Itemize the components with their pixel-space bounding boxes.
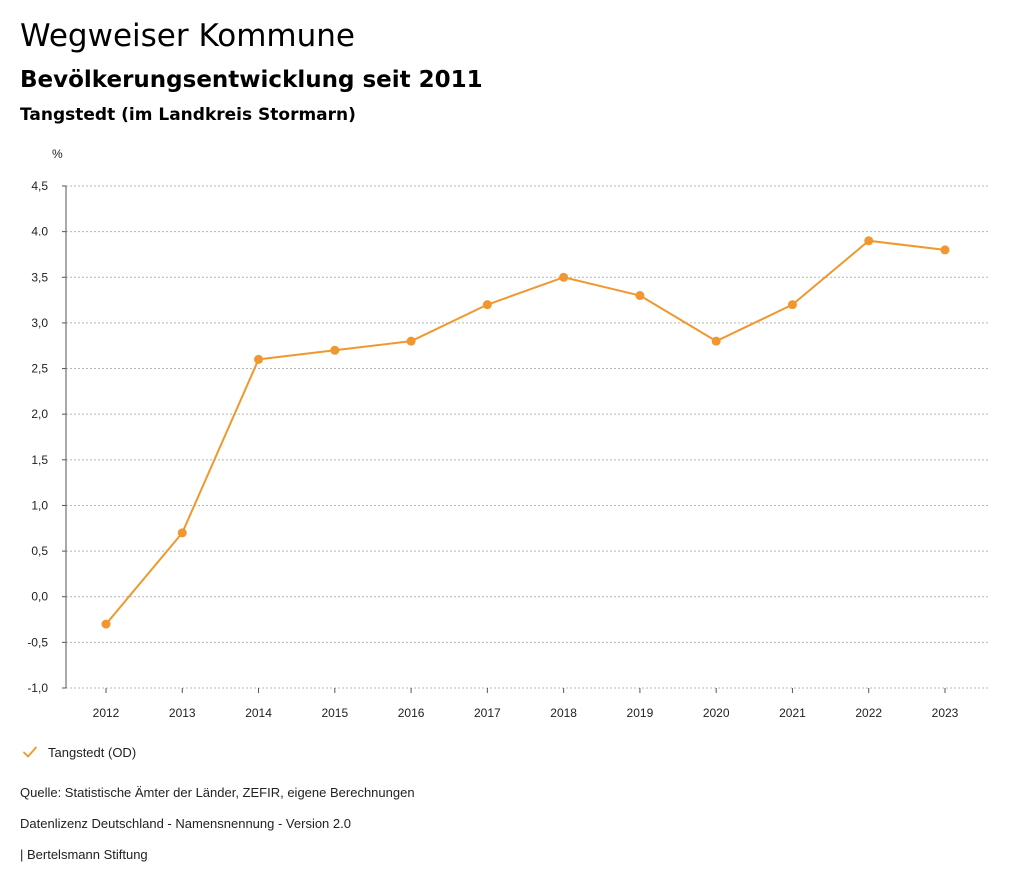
data-point[interactable]: [635, 291, 645, 301]
x-tick-label: 2020: [703, 706, 730, 720]
y-tick-label: 1,0: [31, 498, 48, 512]
x-tick-label: 2012: [93, 706, 120, 720]
data-point[interactable]: [254, 354, 264, 364]
x-tick-label: 2013: [169, 706, 196, 720]
x-tick-label: 2016: [398, 706, 425, 720]
y-axis-unit-label: %: [52, 147, 63, 161]
data-point[interactable]: [864, 236, 874, 246]
y-tick-label: 3,0: [31, 316, 48, 330]
y-tick-label: 2,5: [31, 362, 48, 376]
y-tick-label: -1,0: [27, 681, 48, 695]
x-tick-label: 2023: [932, 706, 959, 720]
data-point[interactable]: [101, 619, 111, 629]
chart-legend[interactable]: Tangstedt (OD): [22, 744, 136, 760]
data-point[interactable]: [177, 528, 187, 538]
y-tick-label: 3,5: [31, 270, 48, 284]
data-point[interactable]: [406, 336, 416, 346]
y-tick-label: 0,5: [31, 544, 48, 558]
license-note: Datenlizenz Deutschland - Namensnennung …: [20, 816, 351, 831]
data-point[interactable]: [787, 300, 797, 310]
x-tick-label: 2015: [321, 706, 348, 720]
x-tick-label: 2018: [550, 706, 577, 720]
data-point[interactable]: [711, 336, 721, 346]
data-point[interactable]: [940, 245, 950, 255]
x-tick-label: 2014: [245, 706, 272, 720]
y-tick-label: 0,0: [31, 590, 48, 604]
series-line: [105, 239, 946, 625]
y-tick-label: 4.0: [31, 225, 48, 239]
x-tick-label: 2019: [627, 706, 654, 720]
chart-subtitle: Bevölkerungsentwicklung seit 2011: [20, 67, 483, 93]
checkmark-icon: [23, 746, 37, 758]
data-point[interactable]: [482, 300, 492, 310]
legend-label: Tangstedt (OD): [48, 744, 137, 760]
x-tick-label: 2022: [855, 706, 882, 720]
x-tick-label: 2017: [474, 706, 501, 720]
chart-axes: [62, 185, 946, 693]
x-tick-label: 2021: [779, 706, 806, 720]
chart-series: [101, 236, 950, 629]
data-point[interactable]: [559, 272, 569, 282]
page-title: Wegweiser Kommune: [20, 18, 355, 54]
line-chart: %-1,0-0,50,00,51,01,52,02,53,03,54.04,5 …: [27, 147, 990, 720]
y-tick-label: 1,5: [31, 453, 48, 467]
publisher-note: | Bertelsmann Stiftung: [20, 847, 148, 862]
y-axis-tick-labels: % -1,0 -0,5 0,0 0,5 1,0 1,5 2,0 2,5 3,0 3,5 4.0 4,5: [27, 147, 63, 695]
y-tick-label: -0,5: [27, 635, 48, 649]
chart-grid: [66, 185, 990, 689]
y-tick-label: 2,0: [31, 407, 48, 421]
y-tick-label: 4,5: [31, 179, 48, 193]
data-point[interactable]: [330, 345, 340, 355]
region-label: Tangstedt (im Landkreis Stormarn): [20, 105, 356, 125]
x-axis-tick-labels: 2012 2013 2014 2015 2016 2017 2018 2019 2020 2021…: [93, 706, 959, 720]
source-note: Quelle: Statistische Ämter der Länder, Z…: [20, 785, 415, 800]
